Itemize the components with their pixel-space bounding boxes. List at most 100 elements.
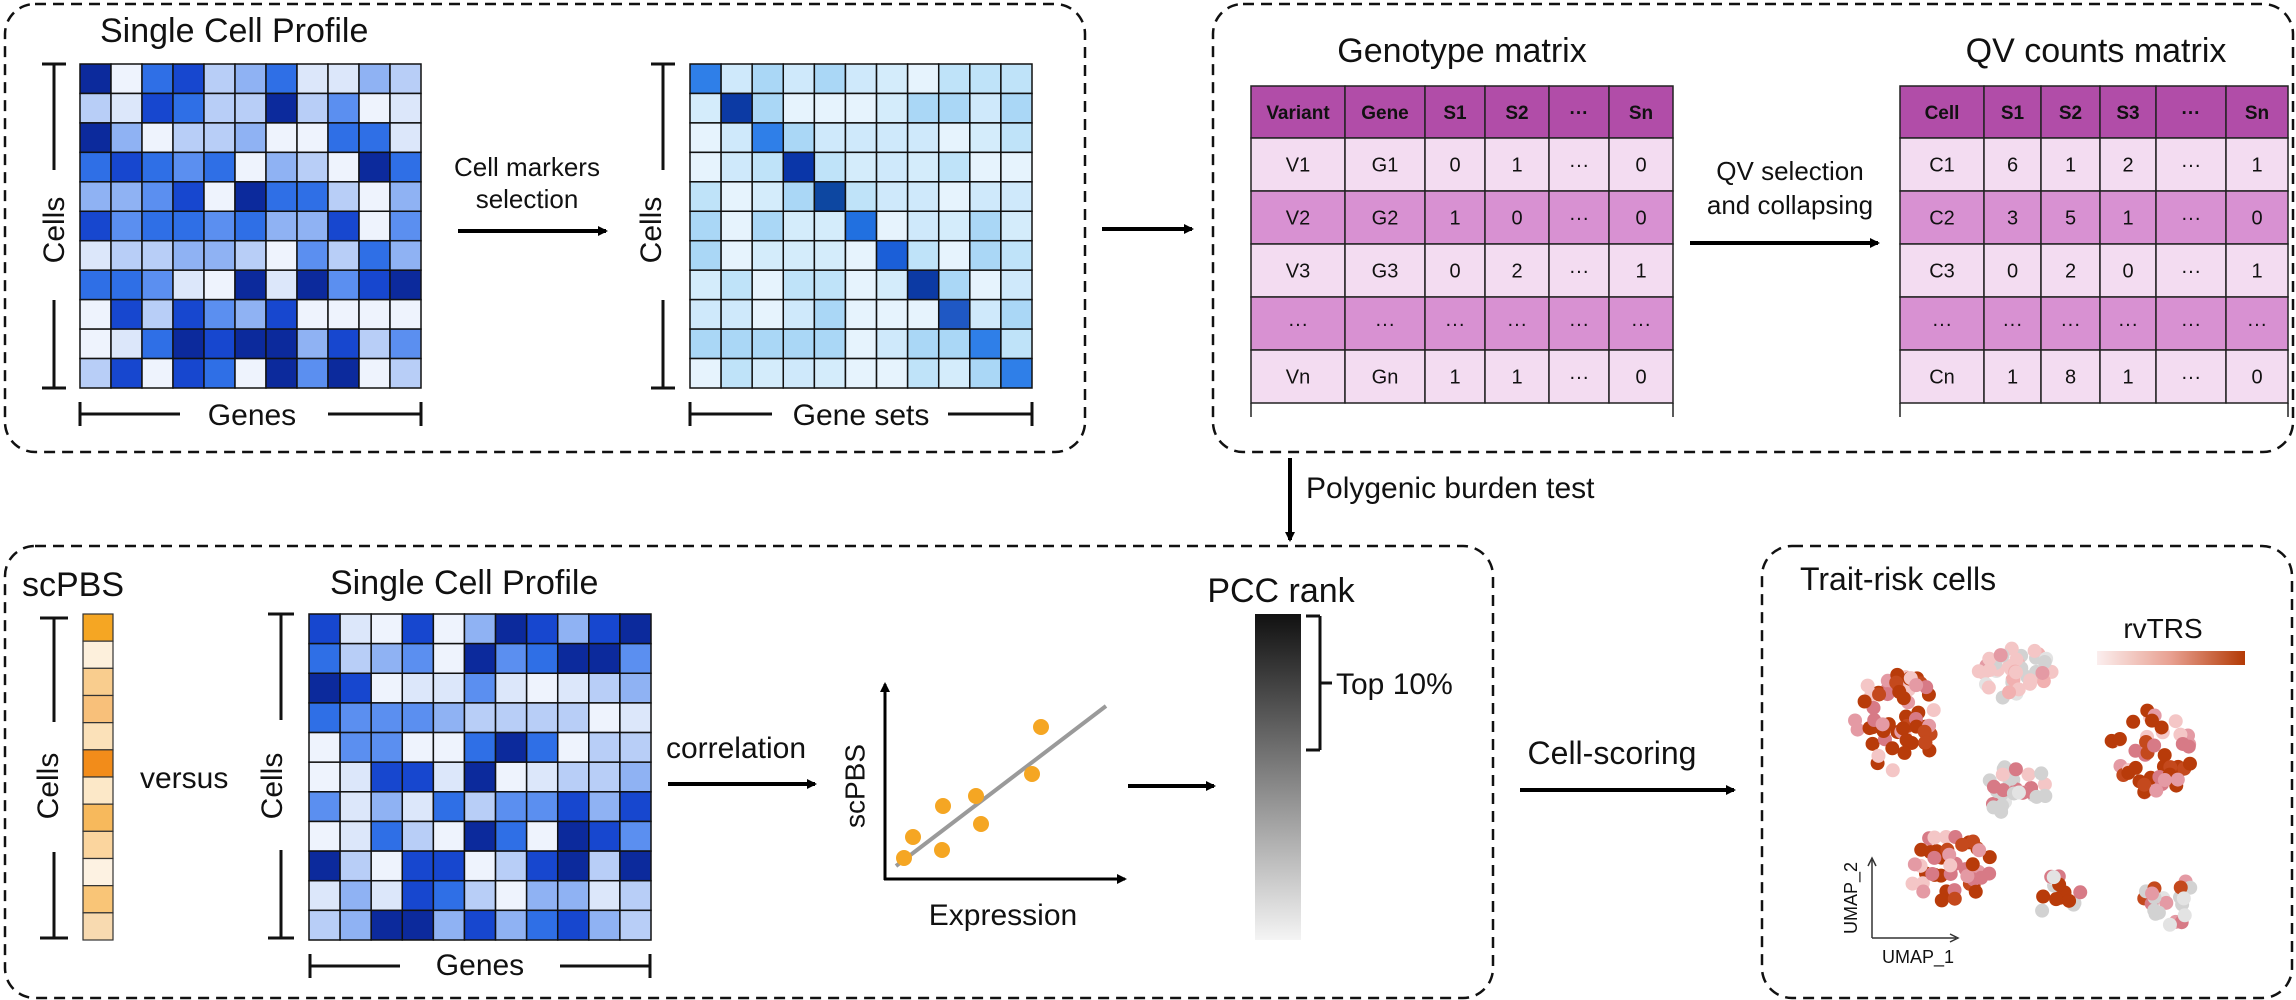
table-cell-text: ··· [1932, 314, 1952, 336]
table-cell [1608, 190, 1674, 245]
cells-label-3: Cells [32, 753, 65, 820]
table-cell [2040, 296, 2101, 351]
table-cell-text: Gn [1372, 367, 1399, 389]
heatmap-cell [401, 731, 435, 763]
table-cell [1484, 190, 1550, 245]
heatmap-cell [751, 357, 785, 389]
umap-point [1960, 869, 1975, 884]
heatmap-cell [432, 613, 466, 645]
heatmap-cell [844, 151, 878, 183]
heatmap-cell [296, 298, 329, 330]
scpbs-cell [82, 722, 114, 751]
heatmap-cell [370, 642, 404, 675]
heatmap-cell [689, 92, 722, 124]
heatmap-cell [813, 269, 847, 301]
umap-point [2008, 665, 2023, 680]
heatmap-cell [432, 820, 466, 852]
heatmap-cell [172, 239, 205, 271]
heatmap-cell [906, 328, 940, 360]
heatmap-cell [875, 151, 909, 183]
cells-bracket-2 [651, 62, 675, 390]
heatmap-cell [432, 761, 466, 793]
scpbs-title: scPBS [22, 566, 124, 604]
heatmap-cell [525, 850, 559, 882]
heatmap-cell [401, 820, 435, 852]
scatter-point [968, 788, 984, 804]
heatmap-cell [141, 92, 174, 124]
table-cell-text: ··· [2061, 314, 2081, 336]
heatmap-cell [401, 850, 435, 882]
table-cell-text: 1 [1511, 367, 1522, 389]
heatmap-cell [172, 122, 205, 154]
heatmap-cell [782, 239, 816, 271]
table-cell-text: ··· [1375, 314, 1395, 336]
heatmap-cell [720, 298, 753, 330]
heatmap-cell [234, 181, 267, 213]
heatmap-cell [1000, 181, 1033, 213]
heatmap-cell [389, 269, 422, 301]
heatmap-cell [875, 357, 909, 389]
umap-point [1917, 724, 1932, 739]
umap-point [1994, 804, 2009, 819]
heatmap-cell [588, 642, 621, 675]
scatter-point [896, 850, 912, 866]
table-header-text: Sn [1629, 103, 1653, 124]
heatmap-cell [358, 151, 391, 183]
umap-point [2034, 766, 2049, 781]
heatmap-cell [327, 122, 360, 154]
umap-point [2177, 908, 2192, 923]
heatmap-cell [906, 151, 940, 183]
table-header-text: Sn [2245, 103, 2269, 124]
table-cell [1344, 137, 1426, 192]
heatmap-cell [463, 850, 497, 882]
heatmap-cell [619, 791, 652, 823]
table-cell-text: V2 [1286, 208, 1310, 230]
heatmap-cell [494, 909, 528, 941]
heatmap-cell [844, 210, 878, 242]
umap-point [2035, 903, 2050, 918]
heatmap-cell [937, 298, 971, 330]
gene-sets-label: Gene sets [793, 399, 930, 432]
genotype-table: Variant Gene S1 S2 ··· Sn V1 G1 0 1 ··· 0 V2 G2 1 0 ··· 0… [1250, 85, 1674, 417]
table-cell-text: ··· [2003, 314, 2023, 336]
heatmap-cell [720, 328, 753, 360]
heatmap-cell [389, 63, 422, 95]
heatmap-cell [844, 181, 878, 213]
heatmap-cell [203, 269, 236, 301]
heatmap-cell [110, 92, 143, 124]
heatmap-cell [906, 239, 940, 271]
heatmap-cell [141, 63, 174, 95]
heatmap-cell [339, 850, 372, 882]
umap1-label: UMAP_1 [1882, 947, 1954, 968]
table-cell-text: ··· [2181, 314, 2201, 336]
heatmap-cell [389, 328, 422, 360]
heatmap-cell [1000, 239, 1033, 271]
heatmap-cell [937, 328, 971, 360]
heatmap-cell [327, 92, 360, 124]
pcc-rank-bar [1255, 614, 1301, 940]
umap-point [1993, 648, 2008, 663]
scpbs-column [82, 613, 114, 941]
table-cell [1424, 349, 1486, 404]
table-cell [2225, 243, 2289, 298]
table-cell-text: 0 [2122, 261, 2133, 283]
heatmap-cell [141, 239, 174, 271]
umap-point [2021, 767, 2036, 782]
heatmap-cell [296, 151, 329, 183]
heatmap-cell [556, 613, 590, 645]
heatmap-cell [172, 328, 205, 360]
table-cell [2155, 190, 2227, 245]
heatmap-cell [389, 298, 422, 330]
umap-point [2049, 892, 2064, 907]
umap-point [1942, 847, 1957, 862]
heatmap-cell [265, 63, 298, 95]
heatmap-cell [327, 269, 360, 301]
heatmap-cell [110, 181, 143, 213]
heatmap-cell [813, 92, 847, 124]
heatmap-cell [588, 761, 621, 793]
heatmap-cell [937, 357, 971, 389]
table-cell-text: ··· [1445, 314, 1465, 336]
heatmap-cell [265, 151, 298, 183]
cells-label-2: Cells [635, 197, 668, 264]
heatmap-cell [619, 731, 652, 763]
